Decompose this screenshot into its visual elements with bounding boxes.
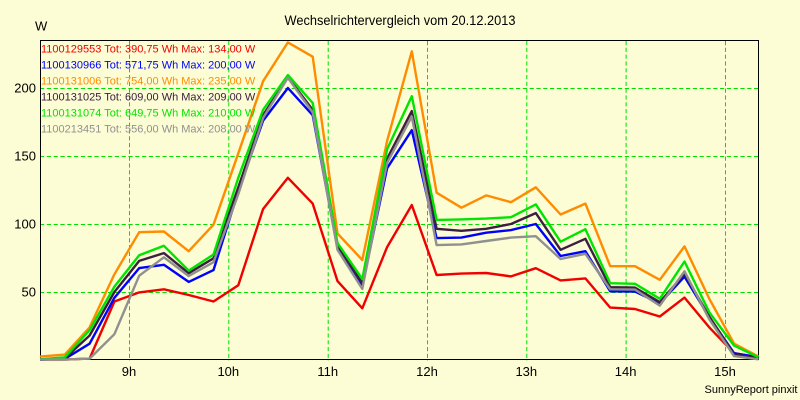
svg-text:1100130966 Tot: 571,75 Wh Max:: 1100130966 Tot: 571,75 Wh Max: 200,00 W xyxy=(41,60,256,72)
svg-text:100: 100 xyxy=(14,217,36,232)
svg-text:13h: 13h xyxy=(515,364,537,379)
svg-text:1100213451 Tot: 556,00 Wh Max:: 1100213451 Tot: 556,00 Wh Max: 208,00 W xyxy=(41,124,256,136)
svg-text:11h: 11h xyxy=(317,364,338,379)
svg-text:Wechselrichtervergleich vom 20: Wechselrichtervergleich vom 20.12.2013 xyxy=(285,12,516,28)
svg-text:W: W xyxy=(35,19,48,34)
svg-text:150: 150 xyxy=(14,149,36,164)
svg-text:1100131025 Tot: 609,00 Wh Max:: 1100131025 Tot: 609,00 Wh Max: 209,00 W xyxy=(41,92,256,104)
svg-text:SunnyReport pinxit: SunnyReport pinxit xyxy=(705,384,798,396)
svg-text:15h: 15h xyxy=(714,364,736,379)
svg-text:10h: 10h xyxy=(217,364,239,379)
svg-text:14h: 14h xyxy=(615,364,637,379)
svg-text:9h: 9h xyxy=(122,364,136,379)
svg-text:12h: 12h xyxy=(416,364,438,379)
svg-text:1100131074 Tot: 649,75 Wh Max:: 1100131074 Tot: 649,75 Wh Max: 210,00 W xyxy=(41,108,256,120)
svg-text:200: 200 xyxy=(14,81,36,96)
svg-text:1100131006 Tot: 754,00 Wh Max:: 1100131006 Tot: 754,00 Wh Max: 235,00 W xyxy=(41,76,256,88)
svg-text:1100129553 Tot: 390,75 Wh Max:: 1100129553 Tot: 390,75 Wh Max: 134,00 W xyxy=(41,44,256,56)
svg-text:50: 50 xyxy=(22,285,36,300)
